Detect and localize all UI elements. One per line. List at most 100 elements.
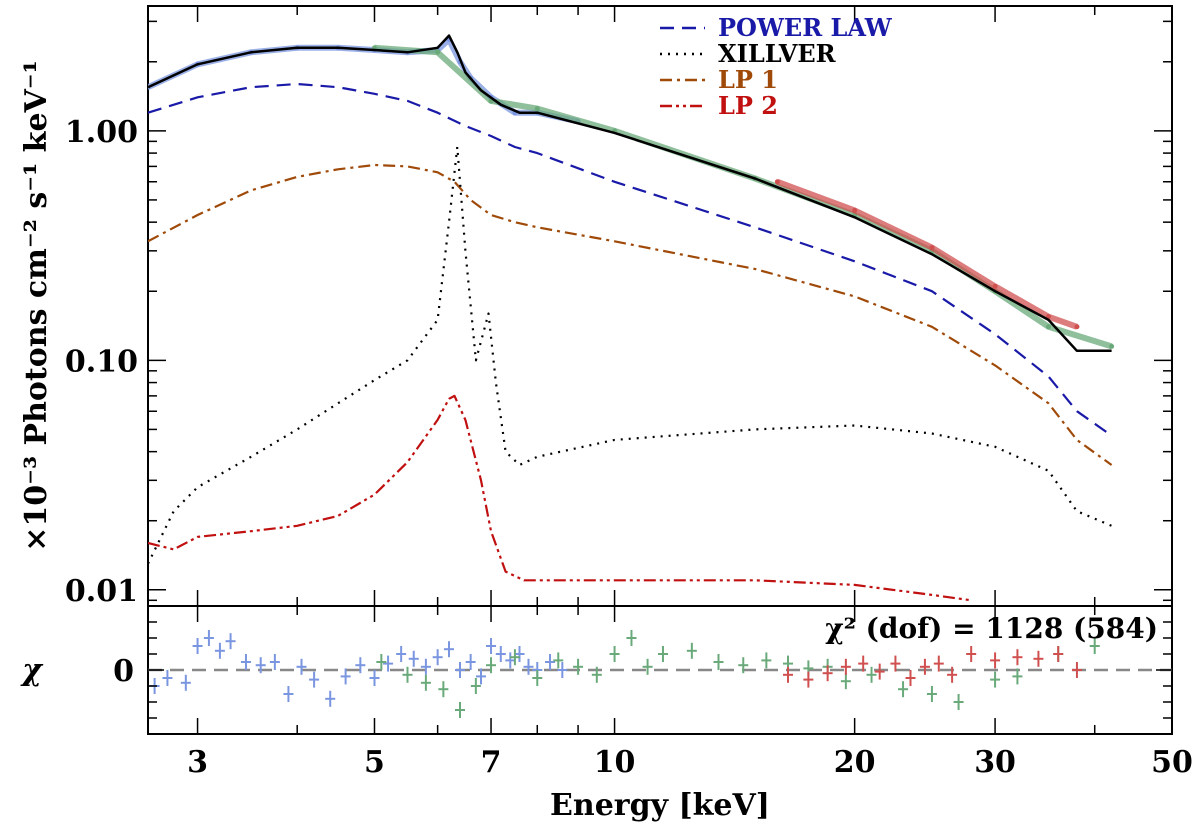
y-tick-label: 0.01 — [65, 574, 138, 609]
residual-point-xis-residuals — [475, 668, 486, 685]
residual-point-xis-residuals — [420, 658, 431, 675]
legend-label-xillver: XILLVER — [718, 39, 837, 68]
residual-point-fpma-residuals — [420, 674, 431, 691]
legend-label-lp-2: LP 2 — [718, 91, 778, 120]
residual-point-fpma-residuals — [376, 654, 387, 670]
residual-point-xis-residuals — [283, 686, 294, 702]
residual-point-xis-residuals — [523, 658, 534, 675]
y-tick-label: 0.10 — [65, 344, 138, 379]
residual-point-xis-residuals — [408, 650, 419, 667]
residual-point-fpma-residuals — [553, 652, 564, 669]
residual-point-fpma-residuals — [486, 657, 497, 674]
residual-point-xis-residuals — [383, 655, 394, 672]
residual-point-fpma-residuals — [509, 649, 520, 666]
residual-point-fpma-residuals — [438, 681, 449, 698]
residual-point-xis-residuals — [396, 646, 407, 662]
residual-point-xis-residuals — [369, 670, 380, 686]
residual-point-xis-residuals — [514, 646, 525, 662]
residual-point-fpma-residuals — [686, 642, 697, 659]
residual-point-xis-residuals — [240, 654, 251, 670]
residual-point-fpma-residuals — [470, 678, 481, 694]
residual-point-fpmb-residuals — [783, 666, 794, 683]
residual-point-fpmb-residuals — [803, 671, 814, 688]
residual-point-xis-residuals — [505, 652, 516, 669]
x-tick-label: 5 — [364, 745, 385, 780]
residual-point-xis-residuals — [495, 646, 506, 662]
residual-point-xis-residuals — [325, 690, 336, 707]
residual-point-fpmb-residuals — [840, 658, 851, 675]
residual-point-fpmb-residuals — [1033, 650, 1044, 667]
residual-point-fpmb-residuals — [874, 663, 885, 680]
residual-point-fpma-residuals — [1012, 668, 1023, 685]
residual-point-fpma-residuals — [609, 646, 620, 662]
data-point-data-fpmb — [774, 179, 780, 185]
residual-point-fpma-residuals — [642, 658, 653, 675]
residual-point-fpmb-residuals — [890, 655, 901, 672]
data-point-data-fpmb — [992, 283, 998, 289]
residual-point-xis-residuals — [486, 638, 497, 654]
residual-point-xis-residuals — [180, 674, 191, 691]
residual-point-xis-residuals — [214, 642, 225, 659]
residual-point-fpma-residuals — [840, 673, 851, 690]
residual-point-xis-residuals — [192, 638, 203, 654]
residual-point-xis-residuals — [340, 668, 351, 685]
series-line-power-law — [148, 82, 1113, 437]
residual-point-fpmb-residuals — [947, 666, 958, 683]
residual-point-xis-residuals — [465, 654, 476, 670]
series-line-lp-1 — [148, 163, 1113, 466]
data-point-data-fpmb — [929, 245, 935, 251]
residual-point-fpmb-residuals — [1012, 649, 1023, 666]
residual-point-fpmb-residuals — [933, 655, 944, 672]
residual-point-fpmb-residuals — [1053, 646, 1064, 662]
residual-point-fpma-residuals — [591, 666, 602, 683]
residual-point-xis-residuals — [432, 649, 443, 666]
legend-label-power-law: POWER LAW — [718, 13, 893, 42]
residual-point-xis-residuals — [269, 654, 280, 670]
residual-point-fpma-residuals — [402, 666, 413, 683]
series-line-lp-2 — [148, 394, 972, 602]
x-tick-label: 50 — [1151, 745, 1193, 780]
x-tick-label: 30 — [974, 745, 1016, 780]
series-line-total-model — [148, 34, 1112, 353]
residual-point-xis-residuals — [545, 654, 556, 670]
x-tick-label: 20 — [834, 745, 876, 780]
residual-point-xis-residuals — [255, 657, 266, 674]
series-line-xillver — [148, 145, 1113, 565]
residual-point-fpma-residuals — [990, 671, 1001, 688]
x-tick-label: 10 — [594, 745, 636, 780]
residual-point-xis-residuals — [309, 671, 320, 688]
y-tick-label: 1.00 — [65, 115, 138, 150]
data-point-data-fpmb — [852, 207, 858, 213]
residual-point-fpma-residuals — [454, 702, 465, 718]
residual-point-xis-residuals — [225, 633, 236, 650]
residual-point-xis-residuals — [557, 662, 568, 678]
data-point-data-fpma — [1045, 324, 1051, 330]
residual-point-xis-residuals — [203, 630, 214, 646]
residual-point-fpma-residuals — [898, 681, 909, 698]
residual-point-fpma-residuals — [573, 658, 584, 675]
residual-point-fpma-residuals — [626, 630, 637, 646]
residual-point-fpma-residuals — [926, 686, 937, 702]
residual-point-fpmb-residuals — [990, 652, 1001, 669]
residual-point-fpmb-residuals — [822, 665, 833, 682]
residual-point-fpmb-residuals — [966, 646, 977, 662]
residual-point-xis-residuals — [296, 658, 307, 675]
residual-point-fpma-residuals — [532, 670, 543, 686]
residual-point-fpma-residuals — [1089, 638, 1100, 654]
residual-point-fpmb-residuals — [905, 670, 916, 686]
residual-y-tick-label: 0 — [113, 654, 134, 689]
x-tick-label: 7 — [481, 745, 502, 780]
legend-label-lp-1: LP 1 — [718, 65, 778, 94]
chi-square-annotation: χ² (dof) = 1128 (584) — [825, 612, 1158, 645]
residual-point-fpma-residuals — [761, 652, 772, 669]
residual-point-fpma-residuals — [713, 654, 724, 670]
data-point-data-fpmb — [1074, 324, 1080, 330]
residual-point-xis-residuals — [454, 662, 465, 678]
residual-point-fpmb-residuals — [919, 658, 930, 675]
y-axis-title: ×10⁻³ Photons cm⁻² s⁻¹ keV⁻¹ — [19, 60, 54, 552]
residual-point-fpmb-residuals — [858, 655, 869, 672]
data-point-data-fpma — [435, 49, 441, 55]
data-point-data-fpma — [534, 106, 540, 112]
